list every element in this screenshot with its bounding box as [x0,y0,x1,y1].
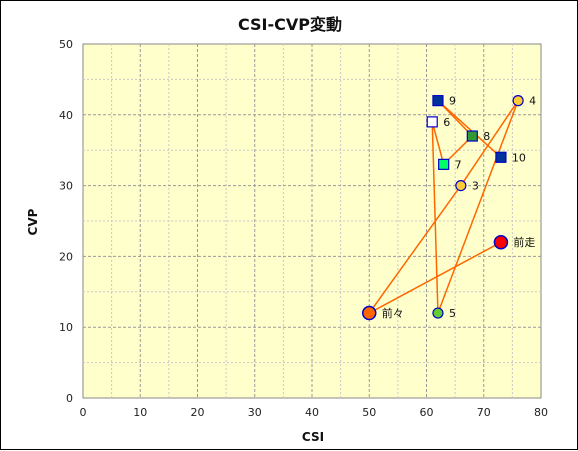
data-points [362,95,524,321]
y-tick-label: 30 [59,180,73,193]
point-前走 [493,234,509,250]
point-label-9: 9 [449,95,456,108]
path-segment [460,100,519,187]
path-segment [431,121,439,314]
y-tick-label: 10 [59,321,73,334]
point-label-5: 5 [449,307,456,320]
x-tick-label: 60 [420,406,434,419]
x-tick-label: 50 [362,406,376,419]
x-axis-label: CSI [302,430,324,444]
y-tick-label: 0 [66,392,73,405]
point-label-前走: 前走 [513,235,535,249]
point-label-8: 8 [483,130,490,143]
x-tick-label: 40 [305,406,319,419]
point-3 [455,180,467,192]
grid [83,44,541,398]
x-tick-label: 80 [534,406,548,419]
path-segment [437,100,519,314]
point-7 [438,158,450,170]
point-10 [495,151,507,163]
x-tick-label: 0 [80,406,87,419]
x-tick-label: 30 [248,406,262,419]
y-tick-label: 40 [59,109,73,122]
point-label-7: 7 [455,158,462,171]
point-label-10: 10 [512,151,526,164]
point-6 [426,116,438,128]
point-5 [432,307,444,319]
path-segment [368,185,462,314]
y-tick-labels: 0 10 20 30 40 50 [59,38,73,405]
point-9 [432,95,444,107]
y-tick-label: 50 [59,38,73,51]
point-8 [466,130,478,142]
point-4 [512,95,524,107]
x-tick-labels: 0 10 20 30 40 50 60 70 80 [80,406,549,419]
y-axis-label: CVP [26,208,40,235]
point-前々 [362,305,377,321]
x-tick-label: 10 [133,406,147,419]
x-tick-label: 70 [477,406,491,419]
point-label-6: 6 [443,116,450,129]
path-segment [431,121,445,165]
point-label-前々: 前々 [382,306,404,320]
chart-title: CSI-CVP変動 [238,15,342,34]
point-label-4: 4 [529,95,536,108]
point-label-3: 3 [472,180,479,193]
y-tick-label: 20 [59,250,73,263]
path-segment [437,100,502,158]
path-segment [368,241,502,314]
x-tick-label: 20 [191,406,205,419]
